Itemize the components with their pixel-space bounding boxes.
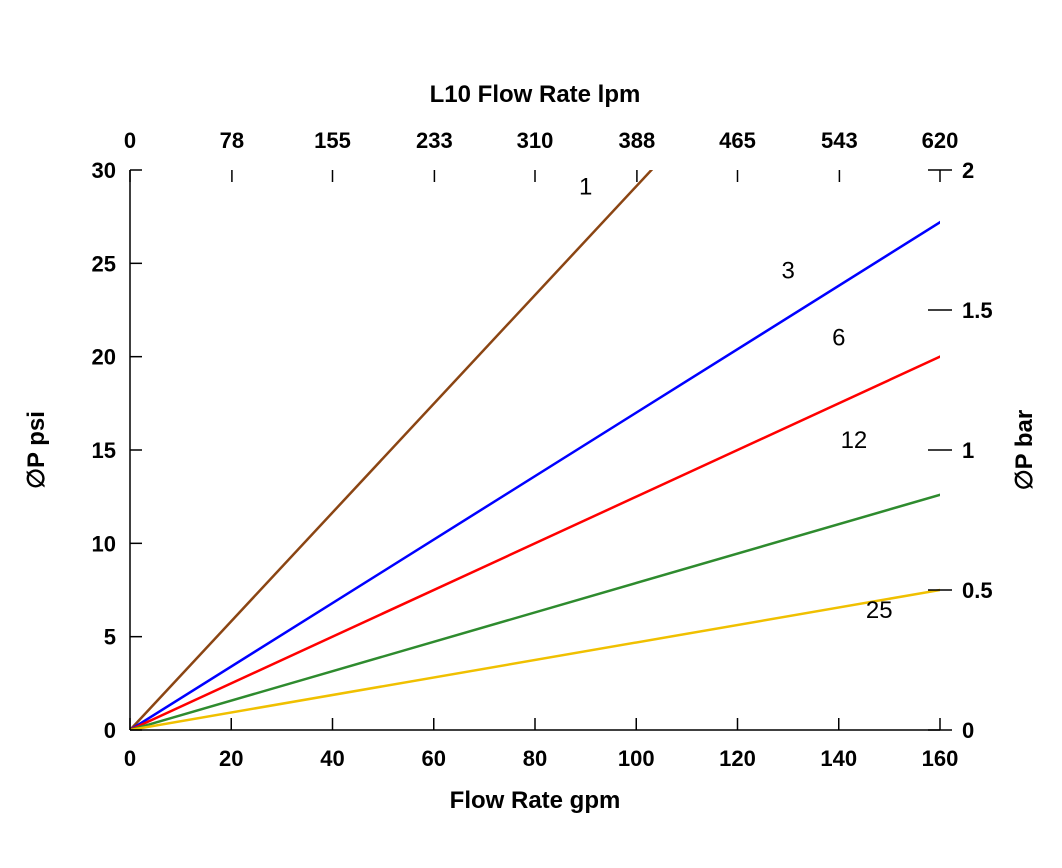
x-top-tick-label: 310 — [517, 128, 554, 153]
y-left-tick-label: 10 — [92, 531, 116, 556]
y-left-tick-label: 25 — [92, 251, 116, 276]
y-right-tick-label: 1 — [962, 438, 974, 463]
y-left-tick-label: 20 — [92, 345, 116, 370]
title-right: ∅P bar — [1011, 410, 1038, 491]
x-bottom-tick-label: 100 — [618, 746, 655, 771]
title-top: L10 Flow Rate lpm — [430, 81, 641, 108]
y-left-tick-label: 5 — [104, 625, 116, 650]
x-bottom-tick-label: 0 — [124, 746, 136, 771]
series-label-12: 12 — [841, 427, 868, 454]
chart-container: 0204060801001201401600781552333103884655… — [0, 0, 1062, 868]
x-top-tick-label: 543 — [821, 128, 858, 153]
y-left-tick-label: 15 — [92, 438, 116, 463]
y-right-tick-label: 0.5 — [962, 578, 993, 603]
x-top-tick-label: 620 — [922, 128, 959, 153]
x-top-tick-label: 78 — [220, 128, 244, 153]
x-top-tick-label: 0 — [124, 128, 136, 153]
x-bottom-tick-label: 20 — [219, 746, 243, 771]
x-bottom-tick-label: 160 — [922, 746, 959, 771]
y-left-tick-label: 30 — [92, 158, 116, 183]
y-right-tick-label: 0 — [962, 718, 974, 743]
series-label-1: 1 — [579, 173, 592, 200]
series-label-25: 25 — [866, 597, 893, 624]
series-label-3: 3 — [781, 257, 794, 284]
x-top-tick-label: 233 — [416, 128, 453, 153]
x-bottom-tick-label: 140 — [820, 746, 857, 771]
title-bottom: Flow Rate gpm — [450, 787, 621, 814]
series-label-6: 6 — [832, 324, 845, 351]
x-top-tick-label: 388 — [619, 128, 656, 153]
y-right-tick-label: 2 — [962, 158, 974, 183]
title-left: ∅P psi — [23, 411, 50, 489]
x-bottom-tick-label: 120 — [719, 746, 756, 771]
x-bottom-tick-label: 60 — [422, 746, 446, 771]
x-bottom-tick-label: 40 — [320, 746, 344, 771]
y-left-tick-label: 0 — [104, 718, 116, 743]
x-top-tick-label: 155 — [314, 128, 351, 153]
y-right-tick-label: 1.5 — [962, 298, 993, 323]
x-top-tick-label: 465 — [719, 128, 756, 153]
x-bottom-tick-label: 80 — [523, 746, 547, 771]
chart-svg: 0204060801001201401600781552333103884655… — [0, 0, 1062, 868]
